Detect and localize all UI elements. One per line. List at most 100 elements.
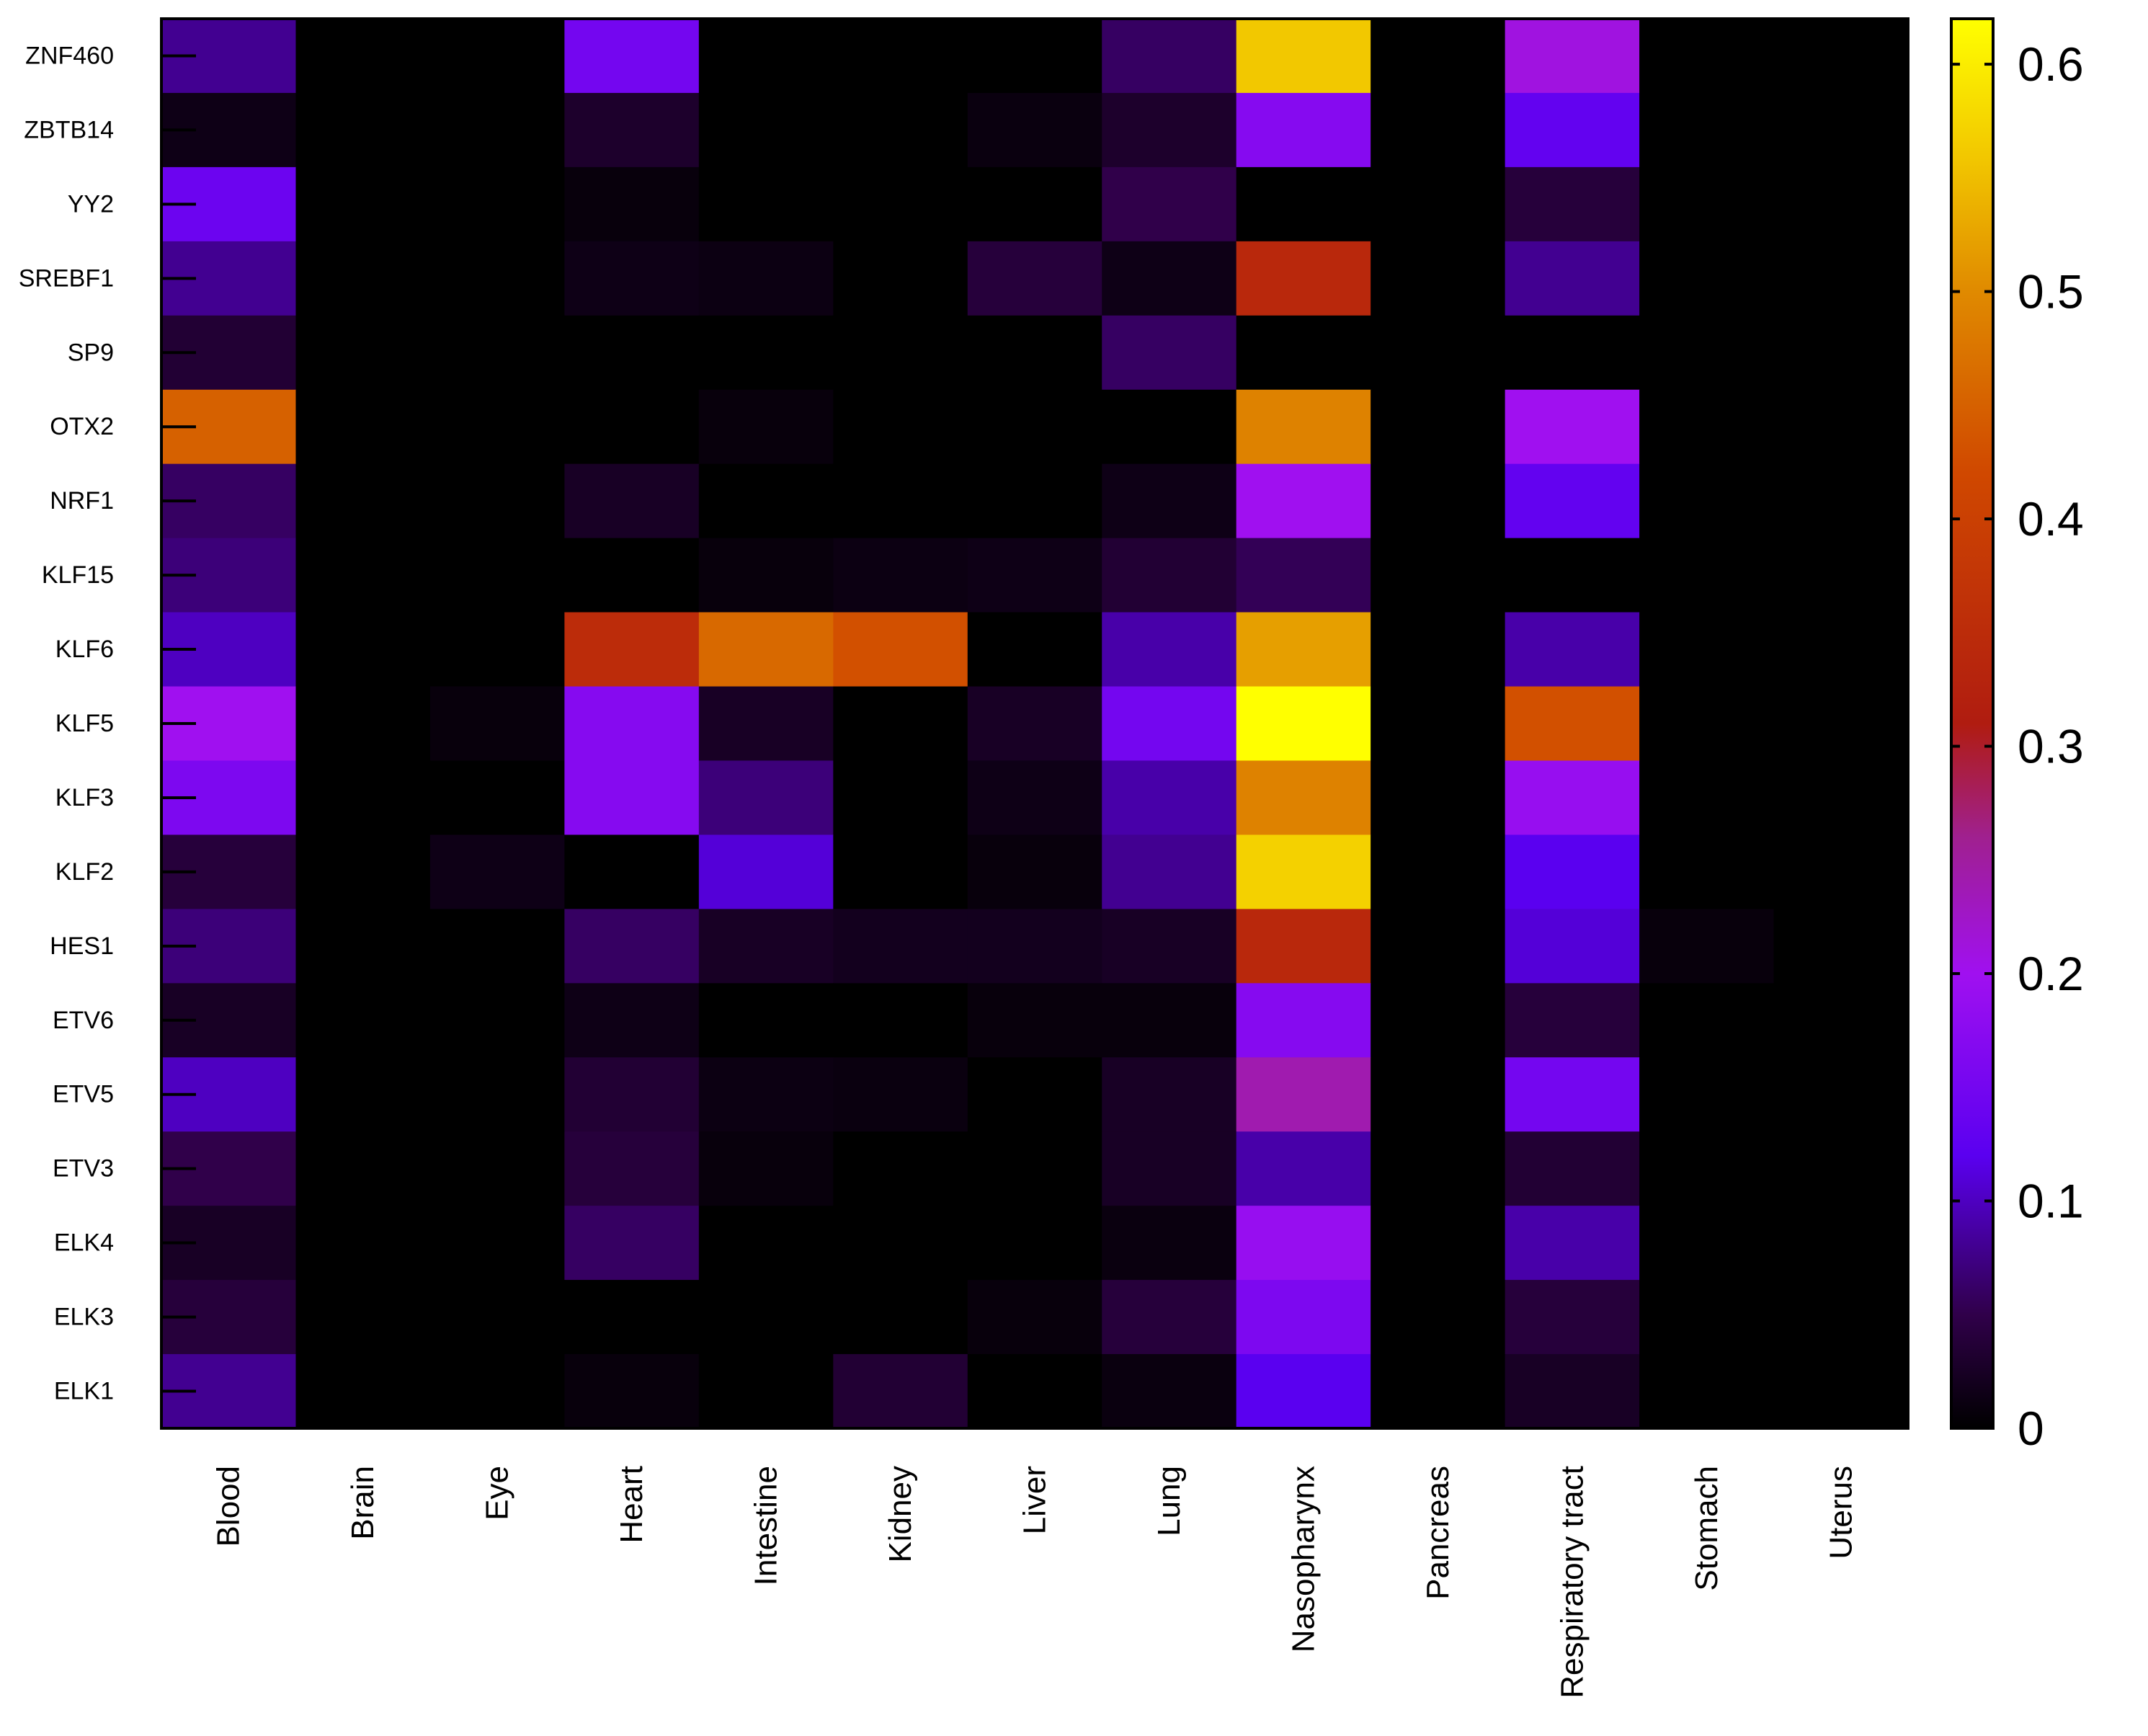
heatmap-cell <box>833 92 968 168</box>
heatmap-cell <box>1639 315 1775 391</box>
heatmap-cell <box>1236 686 1371 762</box>
heatmap-cell <box>1505 315 1640 391</box>
heatmap-cell <box>1773 92 1909 168</box>
row-label: KLF3 <box>55 784 114 811</box>
heatmap-cell <box>1236 1354 1371 1429</box>
heatmap-cell <box>1371 1057 1506 1132</box>
heatmap-cell <box>833 1057 968 1132</box>
column-label: Pancreas <box>1420 1466 1456 1600</box>
colorbar-tick-label: 0.2 <box>2018 947 2084 1000</box>
heatmap-cell <box>429 909 565 984</box>
heatmap-cell <box>1102 612 1237 687</box>
heatmap-cell <box>1773 612 1909 687</box>
row-label: NRF1 <box>50 487 114 515</box>
heatmap-cell <box>1102 166 1237 242</box>
heatmap-cell <box>1236 1280 1371 1355</box>
heatmap-cell <box>1773 1206 1909 1281</box>
heatmap-cell <box>698 92 834 168</box>
heatmap-cell <box>429 1206 565 1281</box>
heatmap-cell <box>1773 909 1909 984</box>
heatmap-cell <box>698 760 834 836</box>
heatmap-cell <box>564 19 700 94</box>
heatmap-cell <box>295 315 431 391</box>
heatmap-cell <box>1773 983 1909 1058</box>
heatmap-cell <box>1102 19 1237 94</box>
heatmap-cell <box>295 1057 431 1132</box>
heatmap-cell <box>295 19 431 94</box>
heatmap-cell <box>295 1280 431 1355</box>
heatmap-cell <box>833 315 968 391</box>
heatmap-cell <box>1639 909 1775 984</box>
column-label: Eye <box>480 1466 515 1521</box>
column-label: Brain <box>345 1466 380 1540</box>
heatmap-cell <box>698 315 834 391</box>
heatmap-cell <box>967 983 1102 1058</box>
heatmap-cell <box>698 1280 834 1355</box>
heatmap-cell <box>698 463 834 539</box>
heatmap-cell <box>1505 389 1640 465</box>
heatmap-cell <box>1102 983 1237 1058</box>
heatmap-cell <box>967 612 1102 687</box>
heatmap-cell <box>1102 538 1237 613</box>
colorbar-tick-label: 0.1 <box>2018 1175 2084 1228</box>
heatmap-cell <box>833 1280 968 1355</box>
heatmap-cell <box>1639 92 1775 168</box>
heatmap-cell <box>833 463 968 539</box>
heatmap-cell <box>1505 92 1640 168</box>
heatmap-cell <box>564 389 700 465</box>
colorbar-ticks: 0 0.1 0.2 0.3 0.4 0.5 0.6 <box>1951 37 2084 1455</box>
heatmap-cell <box>1773 1057 1909 1132</box>
row-label: ELK4 <box>54 1229 114 1257</box>
heatmap-cell <box>1371 315 1506 391</box>
heatmap-cells <box>161 19 1909 1429</box>
heatmap-cell <box>1505 1280 1640 1355</box>
heatmap-cell <box>967 538 1102 613</box>
heatmap-cell <box>1371 241 1506 316</box>
heatmap-cell <box>429 1280 565 1355</box>
heatmap-cell <box>1505 612 1640 687</box>
heatmap-cell <box>1773 241 1909 316</box>
heatmap-cell <box>1236 983 1371 1058</box>
row-label: KLF5 <box>55 710 114 737</box>
heatmap-cell <box>1371 909 1506 984</box>
colorbar-tick-label: 0.3 <box>2018 720 2084 773</box>
row-label: KLF2 <box>55 858 114 886</box>
heatmap-cell <box>1102 1280 1237 1355</box>
heatmap-cell <box>1371 834 1506 909</box>
heatmap-cell <box>429 1354 565 1429</box>
heatmap-cell <box>564 760 700 836</box>
heatmap-cell <box>698 983 834 1058</box>
heatmap-cell <box>1773 1131 1909 1206</box>
heatmap-cell <box>833 1206 968 1281</box>
row-label: ELK1 <box>54 1378 114 1405</box>
heatmap-cell <box>1102 760 1237 836</box>
heatmap-cell <box>429 538 565 613</box>
heatmap-cell <box>967 1131 1102 1206</box>
heatmap-cell <box>1371 760 1506 836</box>
heatmap-cell <box>1371 1131 1506 1206</box>
heatmap-cell <box>1505 686 1640 762</box>
heatmap-cell <box>698 1354 834 1429</box>
heatmap-cell <box>429 760 565 836</box>
column-label: Uterus <box>1823 1466 1858 1559</box>
row-label: KLF6 <box>55 636 114 663</box>
heatmap-cell <box>295 92 431 168</box>
heatmap-cell <box>429 612 565 687</box>
heatmap-cell <box>564 983 700 1058</box>
heatmap-cell <box>833 1131 968 1206</box>
column-label: Liver <box>1017 1466 1053 1534</box>
heatmap-cell <box>1773 686 1909 762</box>
heatmap-cell <box>1102 686 1237 762</box>
heatmap-cell <box>1236 1206 1371 1281</box>
heatmap-cell <box>1639 389 1775 465</box>
heatmap-cell <box>1639 19 1775 94</box>
heatmap-cell <box>1236 1131 1371 1206</box>
row-labels: ZNF460 ZBTB14 YY2 SREBF1 SP9 OTX2 NRF1 KLF15 KLF… <box>19 42 114 1405</box>
column-label: Stomach <box>1689 1466 1724 1591</box>
heatmap-cell <box>967 166 1102 242</box>
heatmap-cell <box>967 834 1102 909</box>
row-label: ZBTB14 <box>24 116 114 143</box>
heatmap-cell <box>967 241 1102 316</box>
heatmap-cell <box>1773 19 1909 94</box>
heatmap-cell <box>967 686 1102 762</box>
